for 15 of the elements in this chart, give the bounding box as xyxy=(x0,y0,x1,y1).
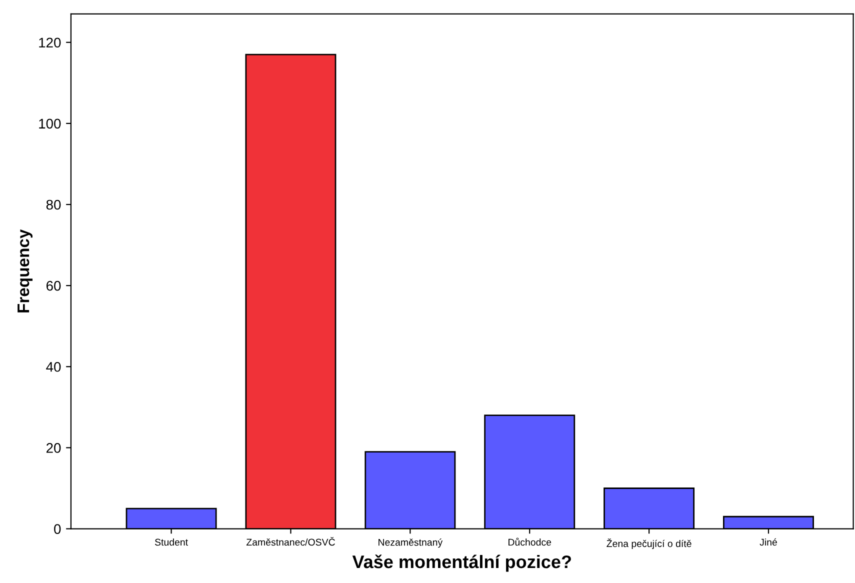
y-axis-title: Frequency xyxy=(18,229,33,312)
y-tick-label: 100 xyxy=(39,118,61,129)
y-tick-label: 20 xyxy=(46,443,61,453)
x-tick-label: Nezaměstnaný xyxy=(378,538,443,548)
x-tick-label: Jiné xyxy=(760,538,777,546)
y-tick-label: 80 xyxy=(46,200,61,210)
x-tick-label: Žena pečující o dítě xyxy=(606,538,692,550)
y-tick-label: 60 xyxy=(46,280,61,291)
y-tick-label: 120 xyxy=(39,38,61,48)
y-tick-label: 0 xyxy=(54,524,61,534)
y-tick-label: 40 xyxy=(46,362,61,372)
x-tick-label: Zaměstnanec/OSVČ xyxy=(246,537,335,546)
x-tick-label: Student xyxy=(154,538,188,546)
x-tick-label: Důchodce xyxy=(508,538,552,546)
x-axis-title: Vaše momentální pozice? xyxy=(352,554,571,572)
